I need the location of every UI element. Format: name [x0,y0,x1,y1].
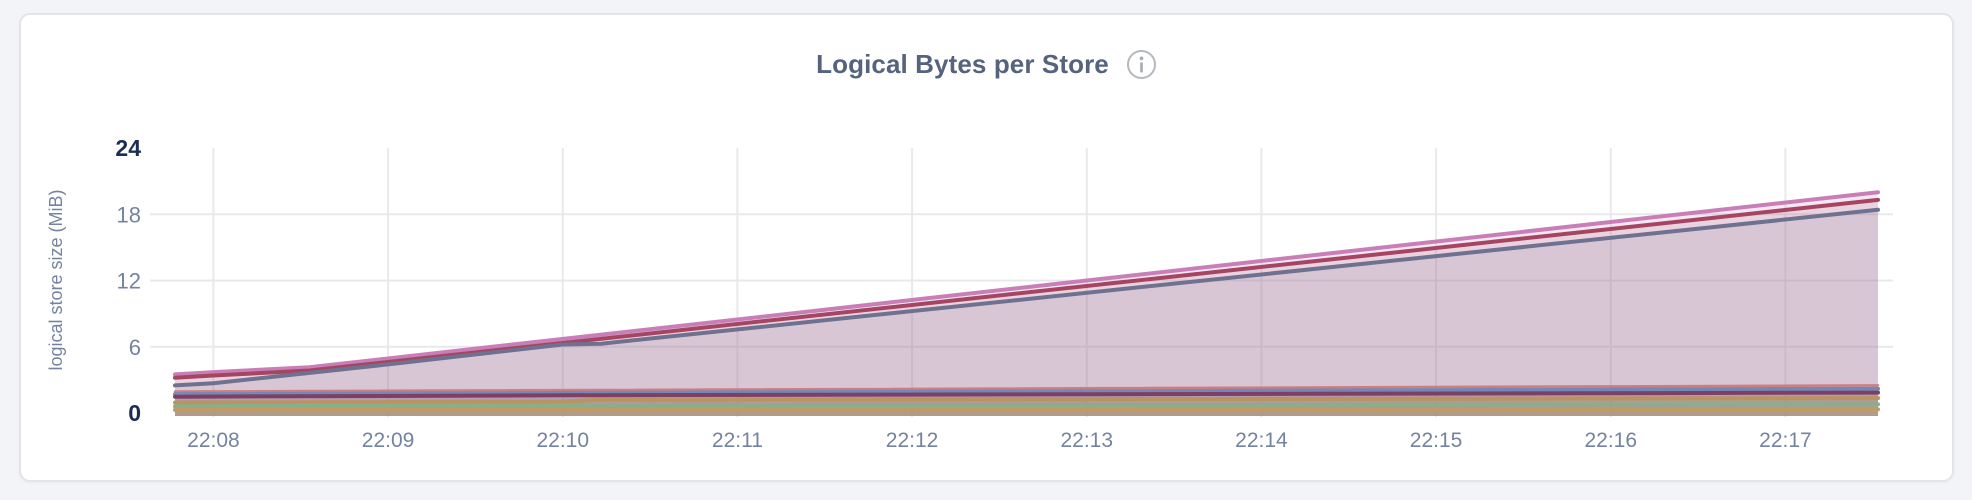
chart-title: Logical Bytes per Store [816,49,1109,79]
y-tick-label: 0 [128,400,141,426]
x-tick-label: 22:15 [1410,429,1463,452]
y-tick-label: 18 [117,202,141,227]
x-tick-label: 22:10 [536,429,589,452]
line-salmon[interactable] [173,384,1880,393]
x-tick-label: 22:16 [1584,429,1637,452]
line-maroon[interactable] [173,390,1880,399]
x-tick-label: 22:14 [1235,429,1288,452]
line-gold[interactable] [173,396,1880,405]
x-tick-label: 22:13 [1060,429,1113,452]
x-tick-label: 22:17 [1759,429,1812,452]
line-crimson[interactable] [173,197,1880,380]
line-tan[interactable] [173,407,1880,412]
line-slate-area [175,209,1878,416]
line-blue[interactable] [173,386,1880,397]
line-orchid[interactable] [173,190,1880,377]
chart-header: Logical Bytes per Store [21,49,1952,80]
line-slate[interactable] [173,207,1880,388]
y-tick-label: 6 [129,335,141,360]
info-icon[interactable] [1126,49,1157,80]
y-tick-label: 24 [115,135,141,161]
line-green[interactable] [173,402,1880,409]
x-tick-label: 22:11 [712,429,763,452]
x-tick-label: 22:09 [362,429,415,452]
x-tick-label: 22:08 [187,429,240,452]
y-tick-label: 12 [117,269,141,294]
x-tick-label: 22:12 [886,429,939,452]
y-axis-title: logical store size (MiB) [46,189,66,370]
